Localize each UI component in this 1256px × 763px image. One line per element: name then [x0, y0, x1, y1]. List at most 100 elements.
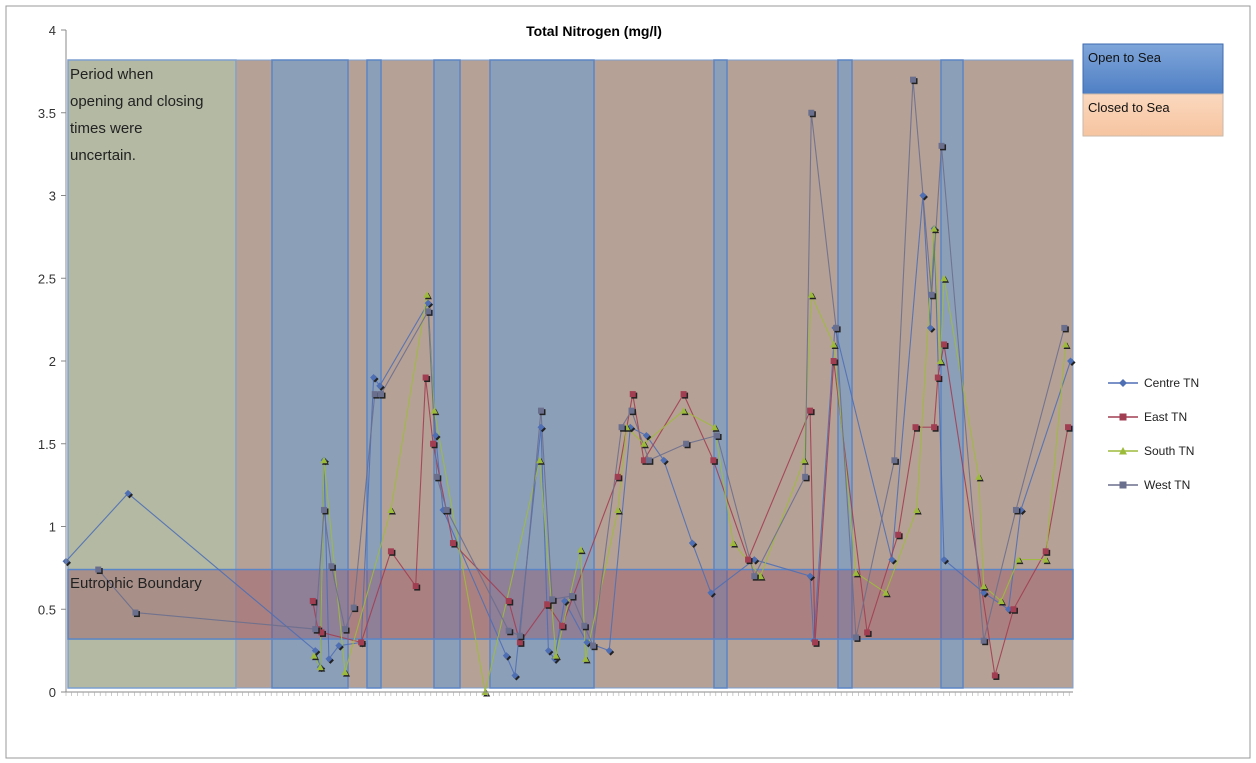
- data-point: [642, 431, 650, 439]
- data-point: [342, 626, 349, 633]
- data-point: [919, 192, 927, 199]
- data-point: [888, 556, 896, 564]
- eutrophic-boundary-label: Eutrophic Boundary: [70, 575, 202, 592]
- data-point: [1042, 548, 1049, 555]
- series-markers: [62, 76, 1076, 697]
- data-point: [991, 672, 998, 679]
- legend-marker: [1119, 481, 1127, 489]
- chart-title: Total Nitrogen (mg/l): [526, 23, 662, 39]
- data-point: [618, 424, 625, 431]
- data-point: [370, 374, 378, 382]
- data-point: [511, 671, 519, 679]
- data-point: [559, 622, 566, 629]
- data-point: [505, 597, 512, 604]
- data-point: [561, 597, 569, 605]
- data-point: [808, 109, 815, 116]
- legend-marker: [1119, 413, 1127, 421]
- data-point: [316, 663, 324, 671]
- data-point: [930, 225, 938, 232]
- data-point: [910, 76, 917, 83]
- legend-label: West TN: [1144, 478, 1190, 492]
- open-to-sea-label: Open to Sea: [1088, 50, 1162, 65]
- data-point: [711, 423, 719, 431]
- data-point: [800, 456, 808, 464]
- data-point: [430, 407, 438, 414]
- data-point: [891, 457, 898, 464]
- data-point: [424, 299, 432, 307]
- legend-marker: [1119, 379, 1127, 387]
- y-tick-label: 2: [49, 354, 56, 369]
- data-point: [581, 622, 588, 629]
- data-point: [544, 647, 552, 655]
- y-tick-label: 2.5: [38, 271, 56, 286]
- closed-to-sea-box: [1082, 93, 1224, 137]
- data-point: [577, 546, 585, 553]
- data-point: [807, 291, 815, 298]
- data-point: [745, 556, 752, 563]
- data-point: [590, 642, 597, 649]
- data-point: [1010, 606, 1017, 613]
- data-point: [882, 589, 890, 596]
- data-point: [1005, 605, 1013, 613]
- data-point: [864, 629, 871, 636]
- data-point: [537, 423, 545, 431]
- data-point: [309, 597, 316, 604]
- data-point: [312, 626, 319, 633]
- data-point: [980, 582, 988, 590]
- data-point: [807, 407, 814, 414]
- data-point: [806, 572, 814, 580]
- data-point: [802, 473, 809, 480]
- data-point: [852, 569, 860, 576]
- open-to-sea-region: [433, 59, 461, 689]
- data-point: [328, 563, 335, 570]
- data-point: [341, 668, 349, 676]
- data-point: [707, 589, 715, 597]
- data-point: [614, 473, 621, 480]
- data-point: [1062, 340, 1070, 348]
- data-point: [443, 506, 450, 513]
- data-point: [536, 456, 544, 464]
- data-point: [449, 540, 456, 547]
- data-point: [683, 440, 690, 447]
- y-tick-label: 1.5: [38, 437, 56, 452]
- data-point: [940, 556, 948, 564]
- y-tick-label: 4: [49, 23, 56, 38]
- data-point: [320, 506, 327, 513]
- data-point: [95, 566, 102, 573]
- data-point: [830, 340, 838, 348]
- data-point: [895, 531, 902, 538]
- data-point: [680, 407, 688, 414]
- legend-label: Centre TN: [1144, 376, 1199, 390]
- data-point: [549, 596, 556, 603]
- open-to-sea-region: [366, 59, 382, 689]
- data-point: [931, 424, 938, 431]
- data-point: [377, 391, 384, 398]
- data-point: [387, 506, 395, 513]
- data-point: [310, 652, 318, 659]
- data-point: [430, 440, 437, 447]
- data-point: [433, 473, 440, 480]
- data-point: [645, 457, 652, 464]
- period-regions: [67, 59, 1074, 689]
- y-tick-label: 0: [49, 685, 56, 700]
- uncertain-period-note: Period when opening and closing times we…: [70, 66, 208, 164]
- data-point: [812, 639, 819, 646]
- data-point: [912, 424, 919, 431]
- data-point: [833, 324, 840, 331]
- data-point: [629, 391, 636, 398]
- data-point: [936, 357, 944, 364]
- data-point: [1012, 506, 1019, 513]
- data-point: [710, 457, 717, 464]
- data-point: [1067, 357, 1075, 365]
- data-point: [412, 583, 419, 590]
- data-point: [975, 473, 983, 480]
- data-point: [1014, 556, 1022, 563]
- data-point: [425, 308, 432, 315]
- open-to-sea-region: [489, 59, 595, 689]
- data-point: [980, 637, 987, 644]
- axes: 0 0.5 1 1.5 2 2.5 3 3.5 4: [38, 23, 1073, 700]
- data-point: [934, 374, 941, 381]
- open-to-sea-region: [713, 59, 728, 689]
- x-tick-marks: [65, 692, 1070, 696]
